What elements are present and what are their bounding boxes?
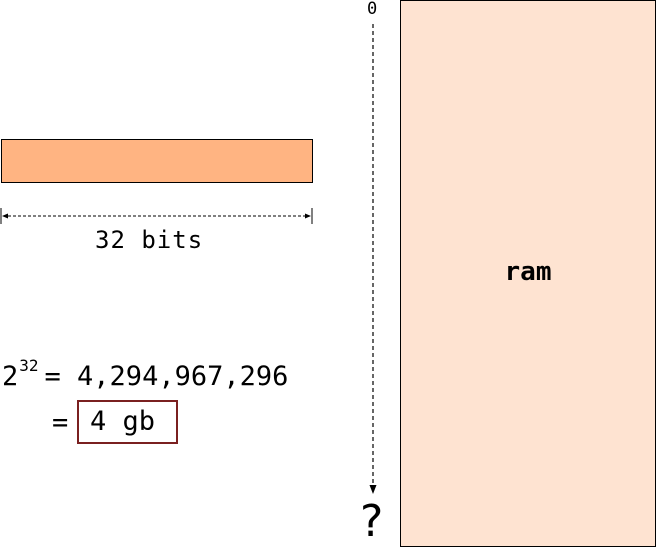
ram-block: ram [400, 0, 656, 547]
address-axis-arrow [369, 24, 377, 494]
register-bar [1, 139, 313, 183]
equals-sign: = [52, 407, 69, 438]
address-start-label: 0 [367, 0, 378, 19]
address-end-label: ? [360, 496, 384, 547]
power-result: = 4,294,967,296 [44, 361, 289, 392]
power-exponent: 32 [19, 356, 39, 375]
result-box [77, 400, 178, 444]
boxed-result: 4 gb [90, 406, 156, 437]
power-equation: 232 = 4,294,967,296 [2, 356, 289, 397]
bits-dimension-line [0, 208, 313, 224]
bits-label: 32 bits [95, 226, 204, 254]
power-base: 2 [2, 361, 19, 392]
ram-label: ram [504, 257, 552, 287]
